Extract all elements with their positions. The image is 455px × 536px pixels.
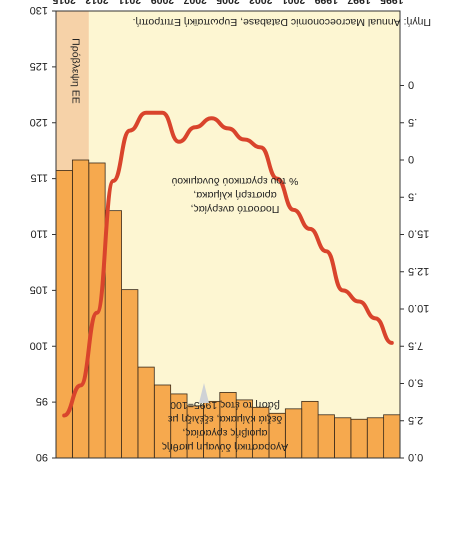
right-tick-label: 125 bbox=[30, 60, 48, 72]
right-tick-label: 90 bbox=[36, 451, 48, 463]
left-axis: 0.0 2.5 5.0 7.5 10.0 12.5 15.0 .5 0 .5 0 bbox=[400, 79, 429, 463]
left-tick-label: 7.5 bbox=[408, 339, 423, 351]
bar-2013 bbox=[88, 162, 106, 459]
wage-annotation-line: αμοιβής εργασίας, bbox=[183, 427, 268, 439]
year-tick-label: 2009 bbox=[151, 0, 175, 6]
bar-2014 bbox=[71, 159, 90, 459]
wage-annotation-line: δεξιά κλίμακα, εξέλιξη με bbox=[168, 413, 283, 425]
right-tick-label: 110 bbox=[30, 228, 48, 240]
bar-1997 bbox=[350, 418, 368, 459]
left-tick-label: 2.5 bbox=[408, 414, 423, 426]
right-tick-label: 120 bbox=[30, 116, 48, 128]
right-tick-label: 95 bbox=[36, 395, 48, 407]
wage-annotation-line: βάση το έτος 1995=100 bbox=[170, 399, 280, 411]
bar-2011 bbox=[121, 289, 139, 459]
left-tick-label: .5 bbox=[408, 116, 417, 128]
right-tick-label: 100 bbox=[30, 339, 48, 351]
bar-2000 bbox=[301, 400, 319, 459]
year-tick-label: 1995 bbox=[380, 0, 404, 6]
unemployment-annotation-line: αριστερή κλίμακα, bbox=[193, 189, 276, 201]
right-tick-label: 115 bbox=[30, 172, 48, 184]
unemployment-annotation-line: % του εργατικού δυναμικού bbox=[171, 175, 298, 187]
left-tick-label: 5.0 bbox=[408, 377, 423, 389]
year-tick-label: 2007 bbox=[183, 0, 207, 6]
unemployment-annotation: Ποσοστό ανεργίας, αριστερή κλίμακα, % του … bbox=[171, 175, 298, 215]
forecast-label: Πρόβλεψη ΕΕ bbox=[69, 38, 81, 104]
unemployment-annotation-line: Ποσοστό ανεργίας, bbox=[191, 203, 280, 215]
year-tick-label: 2003 bbox=[249, 0, 273, 6]
bar-1996 bbox=[366, 417, 385, 459]
left-tick-label: 0 bbox=[408, 153, 414, 165]
year-tick-label: 1997 bbox=[347, 0, 371, 6]
right-axis: 90 95 100 105 110 115 120 125 130 bbox=[30, 4, 56, 463]
unemployment-bars bbox=[55, 159, 401, 459]
wage-annotation-line: Αγοραστική δύναμη μισθής bbox=[162, 441, 288, 453]
year-tick-label: 2011 bbox=[118, 0, 141, 6]
rotated-figure: 0.0 2.5 5.0 7.5 10.0 12.5 15.0 .5 0 .5 0 90 95 100 10… bbox=[30, 0, 431, 463]
year-tick-label: 2001 bbox=[282, 0, 306, 6]
left-tick-label: 10.0 bbox=[408, 302, 429, 314]
source-note: Πηγή: Annual Macroeconomic Database, Ευρ… bbox=[133, 16, 431, 28]
left-tick-label: 0.0 bbox=[408, 451, 423, 463]
year-tick-label: 1999 bbox=[314, 0, 338, 6]
bar-1998 bbox=[334, 417, 352, 459]
bar-2010 bbox=[137, 366, 155, 459]
bar-1995 bbox=[383, 414, 401, 459]
annotation-pointer bbox=[199, 383, 209, 403]
left-tick-label: 15.0 bbox=[408, 228, 429, 240]
wage-annotation: Αγοραστική δύναμη μισθής αμοιβής εργασίας… bbox=[162, 399, 288, 453]
bar-2012 bbox=[104, 210, 122, 459]
left-tick-label: .5 bbox=[408, 190, 417, 202]
left-tick-label: 12.5 bbox=[408, 265, 429, 277]
year-tick-label: 2013 bbox=[85, 0, 109, 6]
year-axis: 1995 1997 1999 2001 2003 2005 2007 2009 2011 2013… bbox=[52, 0, 403, 6]
left-tick-label: 0 bbox=[408, 79, 414, 91]
right-tick-label: 130 bbox=[30, 4, 48, 16]
year-tick-label: 2015 bbox=[52, 0, 76, 6]
right-tick-label: 105 bbox=[30, 283, 48, 295]
year-tick-label: 2005 bbox=[216, 0, 240, 6]
bar-1999 bbox=[317, 414, 335, 459]
wage-line bbox=[62, 110, 394, 418]
